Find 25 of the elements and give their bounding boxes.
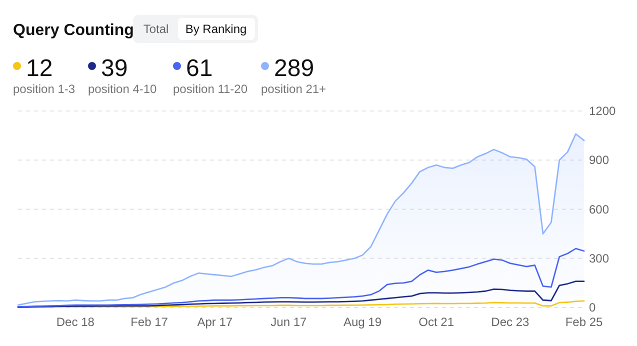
y-tick-label: 300 <box>589 251 610 266</box>
x-tick-label: Apr 17 <box>197 315 233 329</box>
view-toggle: Total By Ranking <box>133 15 258 43</box>
text: 39 <box>101 55 128 82</box>
x-tick-label: Jun 17 <box>270 315 308 329</box>
y-tick-label: 0 <box>589 300 596 314</box>
x-tick-label: Aug 19 <box>344 315 382 329</box>
x-tick-label: Dec 23 <box>491 315 530 329</box>
y-tick-label: 600 <box>589 202 610 216</box>
y-tick-label: 1200 <box>589 104 616 118</box>
text: 61 <box>186 55 213 82</box>
y-tick-label: 900 <box>589 153 610 168</box>
legend-label: position 4-10 <box>88 82 158 96</box>
legend-label: position 11-20 <box>173 82 248 96</box>
x-tick-label: Feb 17 <box>130 315 168 329</box>
line-series <box>17 248 585 308</box>
text: 289 <box>274 55 314 82</box>
text: 12 <box>26 55 53 82</box>
line-series <box>17 280 585 308</box>
x-tick-label: Oct 21 <box>418 315 454 329</box>
x-tick-label: Dec 18 <box>56 315 95 329</box>
chart-title: Query Counting <box>13 22 134 39</box>
legend-label: position 21+ <box>261 82 326 96</box>
legend-label: position 1-3 <box>13 82 76 96</box>
x-tick-label: Feb 25 <box>565 315 604 329</box>
